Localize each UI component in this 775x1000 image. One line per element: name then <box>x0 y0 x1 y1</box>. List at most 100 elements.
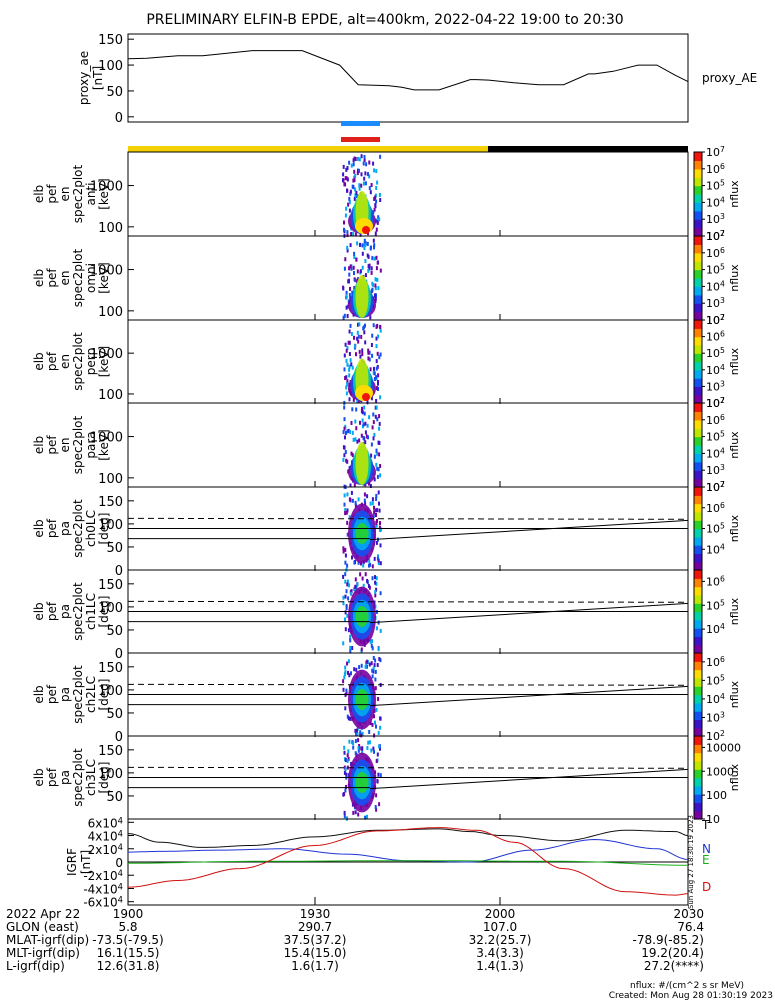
flux-pixel <box>359 420 361 425</box>
colorbar-segment <box>694 713 702 718</box>
flux-pixel <box>350 490 353 495</box>
flux-pixel <box>345 290 348 295</box>
colorbar-segment <box>694 487 702 491</box>
flux-pixel <box>348 397 351 402</box>
flux-pixel <box>375 497 378 501</box>
colorbar-segment <box>694 780 702 784</box>
flux-core <box>355 523 369 544</box>
flux-pixel <box>375 366 378 371</box>
flux-pixel <box>356 330 359 335</box>
flux-pixel <box>354 157 357 161</box>
flux-pixel <box>369 315 372 320</box>
flux-pixel <box>376 219 379 224</box>
colorbar-segment <box>694 581 702 585</box>
flux-pixel <box>351 365 354 370</box>
y-tick-label: -2x104 <box>83 868 123 883</box>
colorbar-segment <box>694 386 702 390</box>
flux-pixel <box>375 399 378 403</box>
colorbar-segment <box>694 644 702 649</box>
flux-pixel <box>350 591 353 596</box>
flux-pixel <box>346 492 349 497</box>
flux-pixel <box>378 525 381 530</box>
colorbar-segment <box>694 664 702 668</box>
flux-pixel <box>343 810 346 815</box>
colorbar-segment <box>694 297 702 301</box>
flux-pixel <box>346 233 349 237</box>
y-axis-label: spec2plot <box>71 415 85 474</box>
colorbar-tick-label: 106 <box>706 246 725 260</box>
flux-pixel <box>351 453 354 458</box>
flux-pixel <box>357 339 360 344</box>
flux-pixel <box>344 627 347 632</box>
colorbar-segment <box>694 534 702 538</box>
flux-pixel <box>359 242 361 247</box>
flux-pixel <box>373 207 376 212</box>
flux-pixel <box>375 462 378 467</box>
colorbar-segment <box>694 436 702 440</box>
flux-pixel <box>358 665 361 670</box>
flux-pixel <box>342 164 345 169</box>
colorbar-segment <box>694 625 702 629</box>
colorbar-segment <box>694 788 702 792</box>
colorbar-segment <box>694 769 702 773</box>
loss-cone-line <box>369 519 689 541</box>
colorbar-segment <box>694 280 702 285</box>
igrf-series-label-T: T <box>701 818 710 832</box>
flux-pixel <box>345 358 348 363</box>
flux-pixel <box>375 218 378 223</box>
colorbar-segment <box>694 536 702 541</box>
colorbar-segment <box>694 255 702 259</box>
science-zone-markers <box>128 121 688 152</box>
flux-pixel <box>359 572 362 577</box>
ephemeris-value: 15.4(15.0) <box>284 946 347 960</box>
colorbar-label: nflux <box>728 514 741 542</box>
flux-pixel <box>377 647 380 652</box>
flux-pixel <box>377 730 380 735</box>
flux-pixel <box>373 510 376 515</box>
flux-pixel <box>345 772 348 777</box>
flux-pixel <box>346 582 349 587</box>
flux-pixel <box>353 169 356 174</box>
y-axis-label: perp <box>84 348 98 376</box>
colorbar-segment <box>694 308 702 313</box>
colorbar-segment <box>694 433 702 438</box>
y-axis-label: pa <box>58 604 72 619</box>
flux-pixel <box>371 353 374 358</box>
colorbar-segment <box>694 517 702 521</box>
flux-pixel <box>360 172 363 177</box>
colorbar-segment <box>694 442 702 446</box>
colorbar-segment <box>694 199 702 203</box>
colorbar-segment <box>694 561 702 566</box>
panel-frame <box>127 151 689 237</box>
y-tick-label: 100 <box>98 518 123 533</box>
flux-pixel <box>347 596 350 601</box>
panel-frame <box>127 402 689 488</box>
flux-pixel <box>346 245 349 250</box>
colorbar-tick-label: 103 <box>706 296 725 310</box>
flux-pixel <box>355 190 358 195</box>
flux-core <box>355 442 369 485</box>
flux-pixel <box>363 155 366 159</box>
colorbar-segment <box>694 369 702 374</box>
colorbar-tick-label: 107 <box>706 145 725 159</box>
y-axis-label: spec2plot <box>71 248 85 307</box>
flux-pixel <box>379 324 382 329</box>
colorbar-segment <box>694 752 702 756</box>
colorbar-segment <box>694 796 702 801</box>
flux-pixel <box>347 628 350 633</box>
colorbar-segment <box>694 691 702 696</box>
flux-pixel <box>347 279 350 284</box>
flux-pixel <box>374 590 377 594</box>
flux-pixel <box>342 457 345 462</box>
colorbar-segment <box>694 641 702 646</box>
y-tick-label: 150 <box>98 661 123 676</box>
flux-pixel <box>375 523 378 528</box>
flux-pixel <box>342 286 345 291</box>
flux-pixel <box>377 381 379 386</box>
spectrogram-energy-perp: 1001000[keV]perpspec2plotenpefelb1021031… <box>32 313 741 410</box>
flux-pixel <box>351 290 354 295</box>
y-axis-label: pef <box>45 351 59 371</box>
colorbar-segment <box>694 523 702 527</box>
flux-pixel <box>379 528 382 533</box>
colorbar-segment <box>694 680 702 685</box>
